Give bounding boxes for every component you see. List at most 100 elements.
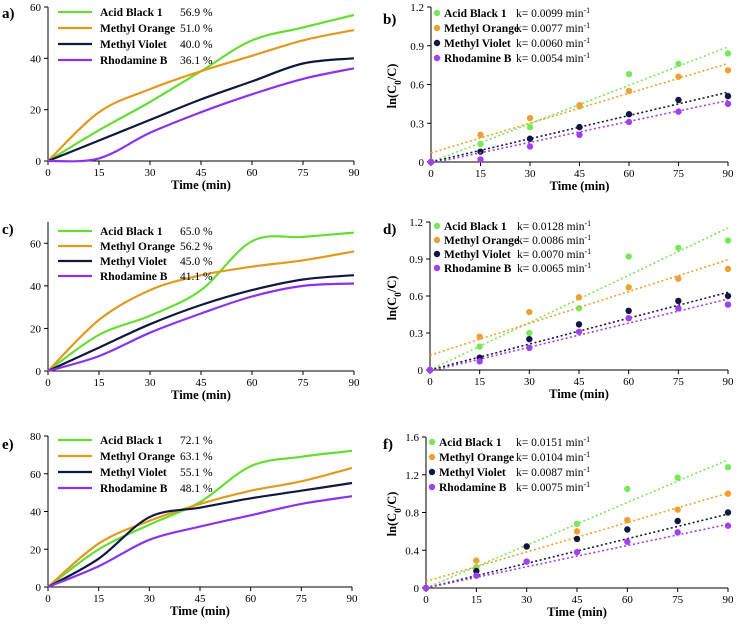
legend-label: Rhodamine B — [439, 482, 507, 494]
x-axis-title: Time (min) — [171, 178, 231, 192]
x-tick-label: 30 — [521, 594, 533, 606]
legend-value-superscript: -1 — [584, 480, 591, 489]
y-tick-label: 0.3 — [410, 118, 424, 130]
legend-value: 63.1 % — [180, 451, 213, 463]
legend-value: 40.0 % — [180, 39, 213, 51]
legend-value-part: k= 0.0086 min — [517, 235, 585, 247]
x-tick-label: 60 — [624, 168, 636, 180]
legend-value: k= 0.0054 min-1 — [516, 51, 590, 66]
panel-label: e) — [2, 437, 14, 453]
y-tick-label: 1.2 — [409, 217, 423, 229]
panel-label: f) — [383, 437, 393, 453]
legend-value-part: k= 0.0128 min — [517, 221, 585, 233]
legend-label: Methyl Violet — [100, 256, 167, 268]
data-point — [625, 284, 632, 291]
data-point — [675, 297, 682, 305]
legend-label: Rhodamine B — [100, 55, 168, 67]
panel-label: a) — [2, 6, 15, 22]
legend-value-part: k= 0.0054 min — [516, 53, 584, 65]
y-tick-label: 20 — [30, 105, 42, 117]
y-tick-label: 0.6 — [410, 80, 424, 92]
x-tick-label: 45 — [572, 594, 584, 606]
data-point — [675, 108, 682, 115]
x-tick-label: 45 — [574, 376, 586, 388]
legend-marker — [433, 236, 441, 244]
data-point — [576, 131, 583, 139]
legend-marker — [433, 9, 441, 17]
legend-value-part: k= 0.0065 min — [517, 263, 585, 275]
y-axis-title-part: /C) — [385, 64, 399, 82]
legend-marker — [428, 483, 436, 491]
data-point — [526, 344, 533, 351]
x-tick-label: 15 — [471, 594, 483, 606]
y-axis-title-part: ln(C — [385, 297, 399, 321]
data-point — [724, 464, 732, 471]
legend-marker — [433, 54, 441, 62]
legend-value-superscript: -1 — [585, 233, 592, 242]
panel-a: 0 15 30 45 60 75 90 0 20 40 60 Time (min) a) Acid Bla… — [2, 2, 360, 192]
y-axis-title-subscript: 0 — [393, 80, 403, 85]
legend-value-part: k= 0.0070 min — [517, 249, 585, 261]
data-point — [675, 96, 682, 104]
legend-marker — [428, 438, 436, 446]
legend-label: Methyl Violet — [100, 39, 167, 51]
legend-value-superscript: -1 — [584, 450, 591, 459]
legend-label: Acid Black 1 — [100, 226, 163, 238]
data-point — [523, 558, 530, 565]
legend-value-superscript: -1 — [585, 219, 592, 228]
y-tick-label: 0.9 — [410, 41, 424, 53]
x-tick-label: 60 — [623, 376, 635, 388]
data-point — [477, 156, 484, 163]
y-tick-label: 0 — [36, 156, 42, 168]
data-point — [526, 135, 534, 142]
legend-label: Acid Black 1 — [444, 8, 507, 20]
legend-value: k= 0.0099 min-1 — [516, 6, 590, 21]
legend-value-part: k= 0.0075 min — [516, 482, 584, 494]
data-point — [476, 333, 483, 340]
legend-value-part: k= 0.0151 min — [516, 437, 584, 449]
data-point — [624, 538, 631, 545]
data-point — [477, 131, 484, 139]
legend-value-part: k= 0.0060 min — [516, 38, 584, 50]
series-line — [47, 481, 353, 588]
legend-label: Methyl Orange — [444, 235, 519, 247]
legend-value: k= 0.0151 min-1 — [516, 435, 590, 450]
legend-value-part: k= 0.0099 min — [516, 8, 584, 20]
series-line — [47, 57, 355, 163]
series-line — [47, 13, 355, 162]
series-line — [47, 67, 355, 163]
legend-value-superscript: -1 — [585, 247, 592, 256]
y-tick-label: 0.6 — [409, 291, 423, 303]
y-tick-label: 40 — [30, 281, 42, 293]
x-tick-label: 75 — [298, 167, 310, 179]
series-line — [47, 449, 353, 588]
y-axis-title: ln(C0/C) — [385, 64, 403, 109]
legend-value-part: k= 0.0104 min — [516, 452, 584, 464]
x-tick-label: 15 — [94, 377, 106, 389]
data-point — [476, 343, 483, 350]
panel-e: 0 15 30 45 60 75 90 0 20 40 60 80 Time (min) e) Acid B… — [2, 431, 358, 618]
legend-value-superscript: -1 — [584, 36, 591, 45]
x-tick-label: 30 — [525, 168, 537, 180]
data-point — [473, 572, 480, 579]
data-point — [576, 101, 583, 109]
y-tick-label: 0.9 — [409, 254, 423, 266]
legend-label: Methyl Orange — [100, 451, 175, 463]
y-tick-label: 0 — [414, 583, 420, 595]
data-point — [724, 522, 732, 529]
legend-value: 45.0 % — [180, 256, 213, 268]
legend-value: 51.0 % — [180, 23, 213, 35]
y-axis-title-part: /C) — [385, 492, 399, 510]
x-tick-label: 75 — [673, 168, 685, 180]
x-axis-title: Time (min) — [547, 605, 607, 619]
y-axis-title-part: /C) — [385, 276, 399, 294]
data-point — [625, 70, 633, 78]
data-point — [625, 253, 632, 260]
panel-f: 0 15 30 45 60 75 90 0 0.4 0.8 1.2 1.6 Time (min) ln(C… — [383, 432, 734, 619]
data-point — [724, 509, 732, 516]
data-point — [526, 329, 533, 337]
x-axis-title: Time (min) — [171, 388, 231, 402]
legend-value-superscript: -1 — [584, 21, 591, 30]
legend-value: k= 0.0075 min-1 — [516, 480, 590, 495]
legend-value: k= 0.0087 min-1 — [516, 465, 590, 480]
